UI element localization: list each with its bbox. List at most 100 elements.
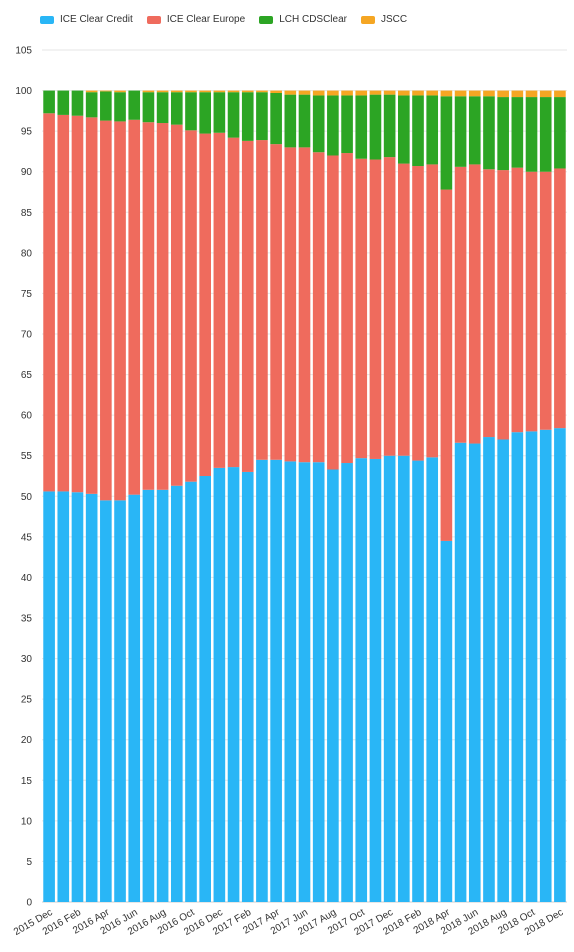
bar-segment-ice-clear-europe[interactable] <box>128 119 141 495</box>
bar-segment-lch-cdsclear[interactable] <box>369 94 382 160</box>
bar-segment-lch-cdsclear[interactable] <box>185 92 197 131</box>
bar-segment-jscc[interactable] <box>369 90 382 95</box>
bar-segment-ice-clear-europe[interactable] <box>497 170 509 440</box>
bar-segment-ice-clear-europe[interactable] <box>440 189 453 541</box>
bar-segment-lch-cdsclear[interactable] <box>426 95 439 165</box>
bar-segment-jscc[interactable] <box>312 90 325 96</box>
bar-segment-jscc[interactable] <box>256 90 268 93</box>
bar-segment-ice-clear-europe[interactable] <box>369 159 382 459</box>
bar-segment-lch-cdsclear[interactable] <box>412 95 424 167</box>
bar-segment-jscc[interactable] <box>270 90 282 94</box>
bar-segment-jscc[interactable] <box>398 90 410 96</box>
bar-segment-lch-cdsclear[interactable] <box>199 92 211 134</box>
bar-segment-lch-cdsclear[interactable] <box>539 97 552 172</box>
bar-segment-jscc[interactable] <box>440 90 453 97</box>
bar-segment-jscc[interactable] <box>100 90 112 92</box>
bar-segment-ice-clear-europe[interactable] <box>398 163 410 456</box>
bar-segment-ice-clear-europe[interactable] <box>426 164 439 458</box>
bar-segment-lch-cdsclear[interactable] <box>114 92 126 122</box>
bar-segment-lch-cdsclear[interactable] <box>142 92 155 123</box>
bar-segment-jscc[interactable] <box>241 90 254 93</box>
bar-segment-jscc[interactable] <box>511 90 524 98</box>
bar-segment-ice-clear-europe[interactable] <box>298 147 311 463</box>
bar-segment-ice-clear-europe[interactable] <box>554 168 566 429</box>
bar-segment-lch-cdsclear[interactable] <box>525 97 538 172</box>
bar-segment-jscc[interactable] <box>355 90 368 96</box>
bar-segment-ice-clear-credit[interactable] <box>554 428 566 902</box>
bar-segment-lch-cdsclear[interactable] <box>213 92 226 133</box>
bar-segment-ice-clear-europe[interactable] <box>213 132 226 468</box>
bar-segment-ice-clear-europe[interactable] <box>185 130 197 482</box>
bar-segment-ice-clear-credit[interactable] <box>199 476 211 902</box>
bar-segment-lch-cdsclear[interactable] <box>284 94 297 148</box>
bar-segment-jscc[interactable] <box>383 90 396 95</box>
bar-segment-lch-cdsclear[interactable] <box>170 92 183 125</box>
bar-segment-ice-clear-credit[interactable] <box>298 462 311 902</box>
bar-segment-ice-clear-europe[interactable] <box>85 117 98 494</box>
bar-segment-lch-cdsclear[interactable] <box>71 90 84 116</box>
bar-segment-ice-clear-credit[interactable] <box>383 455 396 902</box>
bar-segment-ice-clear-credit[interactable] <box>185 481 197 902</box>
bar-segment-lch-cdsclear[interactable] <box>327 95 339 156</box>
bar-segment-ice-clear-credit[interactable] <box>525 431 538 902</box>
bar-segment-lch-cdsclear[interactable] <box>341 95 353 154</box>
bar-segment-ice-clear-credit[interactable] <box>100 500 112 902</box>
bar-segment-ice-clear-europe[interactable] <box>383 157 396 456</box>
bar-segment-ice-clear-europe[interactable] <box>71 115 84 493</box>
bar-segment-jscc[interactable] <box>468 90 481 97</box>
bar-segment-jscc[interactable] <box>497 90 509 98</box>
bar-segment-ice-clear-europe[interactable] <box>454 166 467 443</box>
bar-segment-lch-cdsclear[interactable] <box>57 90 70 115</box>
bar-segment-lch-cdsclear[interactable] <box>227 92 240 138</box>
bar-segment-ice-clear-credit[interactable] <box>256 459 268 902</box>
bar-segment-ice-clear-europe[interactable] <box>227 137 240 468</box>
bar-segment-lch-cdsclear[interactable] <box>483 96 495 170</box>
bar-segment-ice-clear-credit[interactable] <box>270 459 282 902</box>
bar-segment-ice-clear-europe[interactable] <box>312 152 325 463</box>
legend-item-ice-clear-credit[interactable]: ICE Clear Credit <box>40 14 133 25</box>
bar-segment-jscc[interactable] <box>341 90 353 96</box>
bar-segment-lch-cdsclear[interactable] <box>454 96 467 167</box>
bar-segment-ice-clear-credit[interactable] <box>497 439 509 902</box>
bar-segment-ice-clear-europe[interactable] <box>483 169 495 438</box>
bar-segment-ice-clear-credit[interactable] <box>511 432 524 902</box>
legend-item-ice-clear-europe[interactable]: ICE Clear Europe <box>146 14 245 25</box>
legend-item-lch-cdsclear[interactable]: LCH CDSClear <box>259 14 347 25</box>
bar-segment-ice-clear-europe[interactable] <box>525 171 538 432</box>
legend-item-jscc[interactable]: JSCC <box>360 14 407 25</box>
bar-segment-ice-clear-europe[interactable] <box>355 158 368 459</box>
bar-segment-ice-clear-credit[interactable] <box>284 461 297 902</box>
bar-segment-ice-clear-europe[interactable] <box>57 114 70 492</box>
bar-segment-ice-clear-europe[interactable] <box>142 122 155 490</box>
bar-segment-ice-clear-credit[interactable] <box>241 471 254 902</box>
bar-segment-lch-cdsclear[interactable] <box>312 95 325 153</box>
bar-segment-lch-cdsclear[interactable] <box>511 97 524 168</box>
bar-segment-lch-cdsclear[interactable] <box>554 97 566 169</box>
bar-segment-lch-cdsclear[interactable] <box>398 95 410 164</box>
bar-segment-ice-clear-europe[interactable] <box>256 140 268 460</box>
bar-segment-lch-cdsclear[interactable] <box>468 96 481 165</box>
bar-segment-lch-cdsclear[interactable] <box>497 97 509 171</box>
bar-segment-ice-clear-europe[interactable] <box>43 113 55 492</box>
bar-segment-lch-cdsclear[interactable] <box>100 91 112 121</box>
bar-segment-ice-clear-europe[interactable] <box>241 140 254 472</box>
bar-segment-jscc[interactable] <box>454 90 467 97</box>
bar-segment-jscc[interactable] <box>170 90 183 93</box>
bar-segment-ice-clear-credit[interactable] <box>468 443 481 902</box>
bar-segment-ice-clear-credit[interactable] <box>412 460 424 902</box>
bar-segment-ice-clear-credit[interactable] <box>227 467 240 902</box>
bar-segment-jscc[interactable] <box>539 90 552 98</box>
bar-segment-lch-cdsclear[interactable] <box>440 96 453 190</box>
bar-segment-ice-clear-credit[interactable] <box>43 491 55 902</box>
bar-segment-ice-clear-europe[interactable] <box>327 155 339 470</box>
bar-segment-lch-cdsclear[interactable] <box>355 95 368 159</box>
bar-segment-jscc[interactable] <box>483 90 495 97</box>
bar-segment-ice-clear-credit[interactable] <box>483 437 495 902</box>
bar-segment-jscc[interactable] <box>185 90 197 93</box>
bar-segment-ice-clear-credit[interactable] <box>156 489 169 902</box>
bar-segment-jscc[interactable] <box>412 90 424 96</box>
bar-segment-jscc[interactable] <box>227 90 240 93</box>
bar-segment-ice-clear-credit[interactable] <box>341 463 353 902</box>
bar-segment-ice-clear-europe[interactable] <box>539 171 552 430</box>
bar-segment-jscc[interactable] <box>426 90 439 96</box>
